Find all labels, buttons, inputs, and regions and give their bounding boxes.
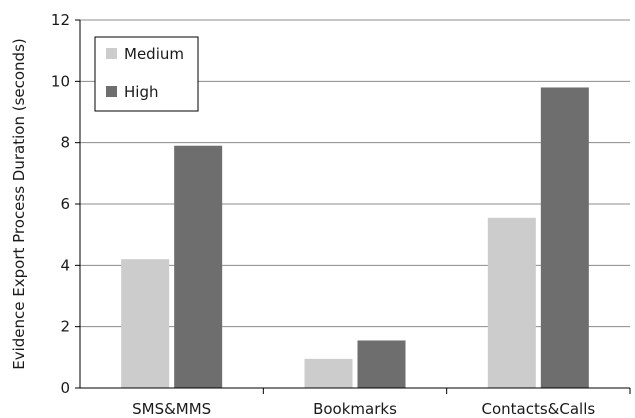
x-tick-label: SMS&MMS — [132, 400, 211, 418]
legend-swatch-medium — [106, 48, 117, 59]
legend-label-high: High — [124, 83, 158, 101]
bar-medium-1 — [305, 359, 353, 388]
bar-medium-2 — [488, 218, 536, 388]
y-tick-label: 8 — [60, 134, 70, 152]
bar-medium-0 — [121, 259, 169, 388]
y-tick-label: 2 — [60, 318, 70, 336]
x-tick-label: Contacts&Calls — [481, 400, 595, 418]
x-tick-label: Bookmarks — [313, 400, 397, 418]
y-tick-label: 10 — [51, 72, 70, 90]
y-axis-label: Evidence Export Process Duration (second… — [10, 38, 28, 370]
legend-label-medium: Medium — [124, 45, 184, 63]
y-tick-label: 6 — [60, 195, 70, 213]
bar-high-1 — [358, 340, 406, 388]
bar-high-0 — [174, 146, 222, 388]
bars — [121, 87, 589, 388]
bar-high-2 — [541, 87, 589, 388]
y-tick-label: 4 — [60, 256, 70, 274]
y-tick-label: 12 — [51, 11, 70, 29]
x-tick-labels: SMS&MMS Bookmarks Contacts&Calls — [132, 388, 630, 418]
y-tick-label: 0 — [60, 379, 70, 397]
legend-swatch-high — [106, 86, 117, 97]
y-tick-labels: 0 2 4 6 8 10 12 — [51, 11, 80, 397]
legend: Medium High — [95, 37, 198, 111]
